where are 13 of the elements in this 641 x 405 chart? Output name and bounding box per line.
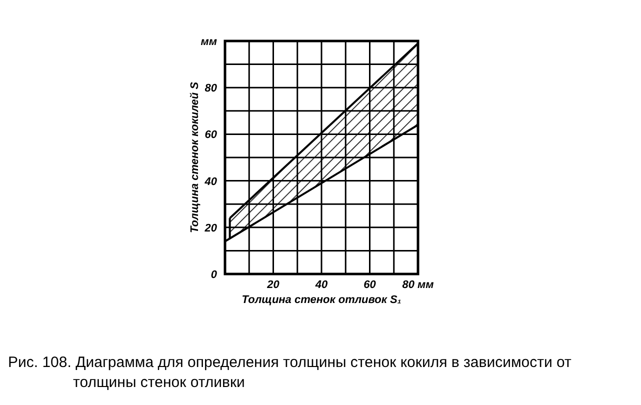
y-tick-label: 20 xyxy=(204,222,218,234)
y-tick-label: 0 xyxy=(210,269,218,281)
x-tick-label: 40 xyxy=(314,279,328,291)
x-tick-label: 80 мм xyxy=(402,279,434,291)
y-tick-label: 60 xyxy=(204,129,218,142)
y-tick-label: 40 xyxy=(204,176,218,188)
x-axis-title: Толщина стенок отливок S₁ xyxy=(242,294,402,306)
y-axis-title: Толщина стенок кокилей S xyxy=(189,81,201,234)
text: Рис. 108. Диаграмма для определения толщины стенок кокиля в зависимости от толщины стенок отливки xyxy=(8,353,572,393)
x-tick-label: 60 xyxy=(364,279,377,291)
y-tick-label: мм xyxy=(200,36,217,48)
y-tick-label: 80 xyxy=(204,82,218,95)
x-tick-label: 20 xyxy=(266,279,280,291)
